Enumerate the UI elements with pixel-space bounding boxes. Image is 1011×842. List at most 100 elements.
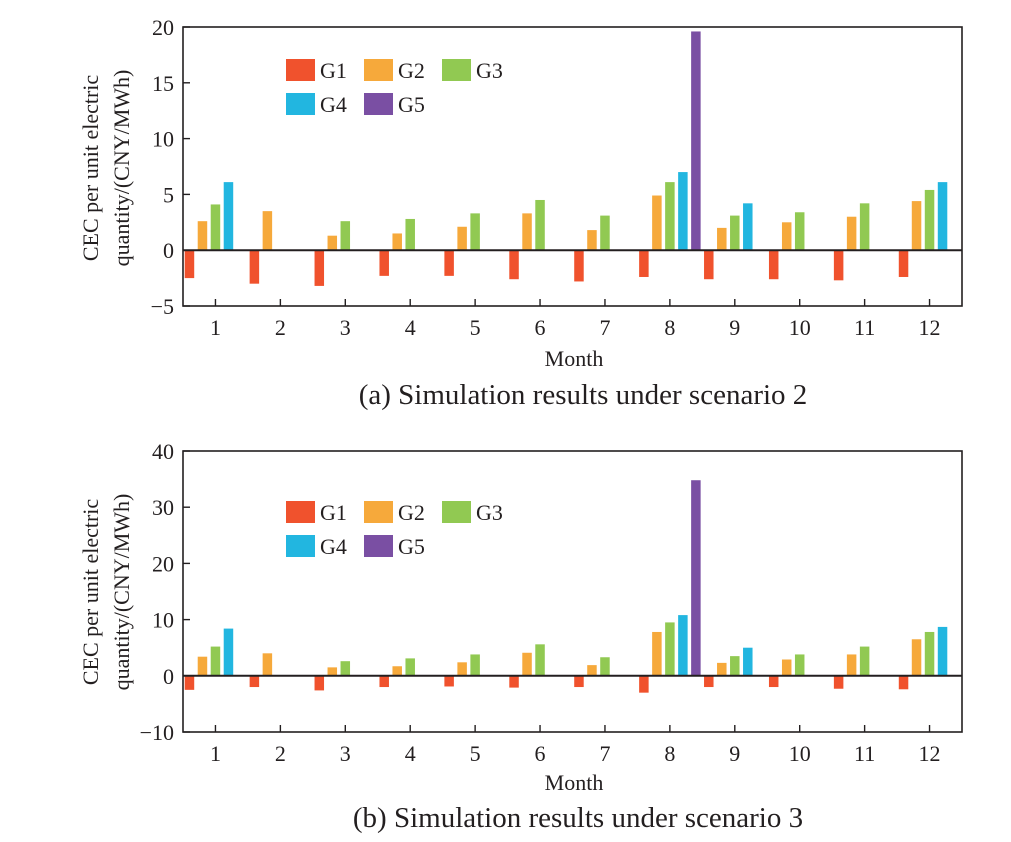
y-tick-label: 15 bbox=[152, 71, 174, 96]
bar-g2-month-4 bbox=[392, 233, 402, 251]
bar-g2-month-10 bbox=[781, 222, 792, 251]
bar-g1-month-1 bbox=[184, 250, 195, 279]
bar-g3-month-1 bbox=[210, 646, 221, 676]
legend-label-g3: G3 bbox=[476, 58, 503, 83]
bar-g3-month-4 bbox=[405, 658, 415, 676]
bar-g2-month-11 bbox=[846, 654, 857, 676]
x-tick-label: 2 bbox=[275, 741, 286, 766]
bar-g1-month-12 bbox=[898, 675, 909, 690]
bar-g3-month-11 bbox=[859, 203, 870, 251]
bar-g2-month-1 bbox=[197, 221, 208, 251]
bar-g3-month-9 bbox=[730, 215, 740, 251]
ylabel-a-line1: CEC per unit electric bbox=[78, 75, 103, 262]
bar-g4-month-12 bbox=[937, 182, 948, 251]
bar-g1-month-5 bbox=[444, 250, 454, 276]
y-tick-label: 30 bbox=[152, 495, 174, 520]
chart-panel-a: CEC per unit electric quantity/(CNY/MWh)… bbox=[78, 15, 963, 411]
y-tick-label: −10 bbox=[140, 720, 174, 745]
bar-g3-month-5 bbox=[470, 213, 480, 251]
bar-g2-month-9 bbox=[717, 227, 727, 251]
bar-g1-month-7 bbox=[574, 675, 584, 688]
legend-swatch-g5 bbox=[364, 93, 393, 115]
legend-label-g5: G5 bbox=[398, 92, 425, 117]
legend-swatch-g5 bbox=[364, 535, 393, 557]
x-tick-label: 6 bbox=[535, 315, 546, 340]
bar-g1-month-7 bbox=[574, 250, 584, 282]
bar-g1-month-4 bbox=[379, 675, 389, 688]
bar-g2-month-6 bbox=[522, 213, 532, 251]
bar-g4-month-9 bbox=[743, 203, 753, 251]
legend-label-g5: G5 bbox=[398, 534, 425, 559]
bar-g2-month-9 bbox=[717, 662, 727, 676]
xlabel-b: Month bbox=[545, 770, 604, 795]
bar-g1-month-2 bbox=[249, 675, 260, 688]
bar-g5-month-8 bbox=[691, 31, 701, 251]
x-tick-label: 12 bbox=[919, 741, 941, 766]
bar-g2-month-2 bbox=[262, 211, 273, 251]
x-tick-label: 10 bbox=[789, 315, 811, 340]
bar-g2-month-12 bbox=[911, 639, 922, 676]
bar-g2-month-3 bbox=[327, 235, 338, 251]
x-tick-label: 1 bbox=[210, 315, 221, 340]
bar-g1-month-2 bbox=[249, 250, 260, 284]
x-tick-label: 4 bbox=[405, 315, 416, 340]
bar-g3-month-8 bbox=[665, 182, 675, 251]
legend-label-g2: G2 bbox=[398, 500, 425, 525]
legend-swatch-g4 bbox=[286, 535, 315, 557]
bar-g2-month-1 bbox=[197, 656, 208, 676]
bar-g5-month-8 bbox=[691, 480, 701, 676]
plot-area-frame bbox=[182, 450, 963, 733]
bar-g3-month-10 bbox=[794, 212, 805, 251]
ylabel-b-line2: quantity/(CNY/MWh) bbox=[109, 494, 134, 691]
x-tick-label: 3 bbox=[340, 741, 351, 766]
bar-g1-month-6 bbox=[509, 250, 519, 280]
y-tick-label: 0 bbox=[163, 664, 174, 689]
caption-a: (a) Simulation results under scenario 2 bbox=[359, 379, 808, 411]
bar-g2-month-5 bbox=[457, 662, 467, 676]
ylabel-b-line1: CEC per unit electric bbox=[78, 499, 103, 686]
legend-swatch-g4 bbox=[286, 93, 315, 115]
bar-g4-month-8 bbox=[678, 172, 688, 251]
bar-g2-month-5 bbox=[457, 226, 467, 251]
x-tick-label: 2 bbox=[275, 315, 286, 340]
caption-b: (b) Simulation results under scenario 3 bbox=[353, 802, 803, 834]
y-tick-label: 0 bbox=[163, 238, 174, 263]
bar-g4-month-9 bbox=[743, 647, 753, 676]
legend-label-g3: G3 bbox=[476, 500, 503, 525]
legend-label-g4: G4 bbox=[320, 534, 347, 559]
x-tick-label: 9 bbox=[729, 741, 740, 766]
bar-g1-month-3 bbox=[314, 250, 325, 286]
legend-swatch-g2 bbox=[364, 501, 393, 523]
x-tick-label: 4 bbox=[405, 741, 416, 766]
bar-g4-month-12 bbox=[937, 626, 948, 676]
bar-g4-month-8 bbox=[678, 615, 688, 676]
bar-g1-month-4 bbox=[379, 250, 389, 276]
bar-g3-month-4 bbox=[405, 218, 415, 251]
x-tick-label: 6 bbox=[535, 741, 546, 766]
y-tick-label: 40 bbox=[152, 439, 174, 464]
bar-g2-month-7 bbox=[587, 665, 597, 676]
legend-swatch-g1 bbox=[286, 59, 315, 81]
bar-g3-month-5 bbox=[470, 654, 480, 676]
legend-swatch-g3 bbox=[442, 59, 471, 81]
x-tick-label: 1 bbox=[210, 741, 221, 766]
ylabel-a: CEC per unit electric quantity/(CNY/MWh) bbox=[78, 70, 134, 267]
bar-g3-month-9 bbox=[730, 656, 740, 676]
bar-g2-month-4 bbox=[392, 666, 402, 676]
bar-g3-month-10 bbox=[794, 654, 805, 676]
x-tick-label: 5 bbox=[470, 315, 481, 340]
legend-label-g2: G2 bbox=[398, 58, 425, 83]
bar-g3-month-7 bbox=[600, 657, 610, 676]
bar-g4-month-1 bbox=[223, 182, 234, 251]
x-tick-label: 3 bbox=[340, 315, 351, 340]
legend-swatch-g2 bbox=[364, 59, 393, 81]
bar-g3-month-3 bbox=[340, 661, 351, 676]
x-tick-label: 8 bbox=[664, 741, 675, 766]
bar-g1-month-12 bbox=[898, 250, 909, 277]
ylabel-a-line2: quantity/(CNY/MWh) bbox=[109, 70, 134, 267]
bar-g3-month-12 bbox=[924, 189, 935, 251]
bar-g4-month-1 bbox=[223, 628, 234, 676]
bar-g1-month-10 bbox=[768, 250, 779, 280]
y-tick-label: 10 bbox=[152, 608, 174, 633]
